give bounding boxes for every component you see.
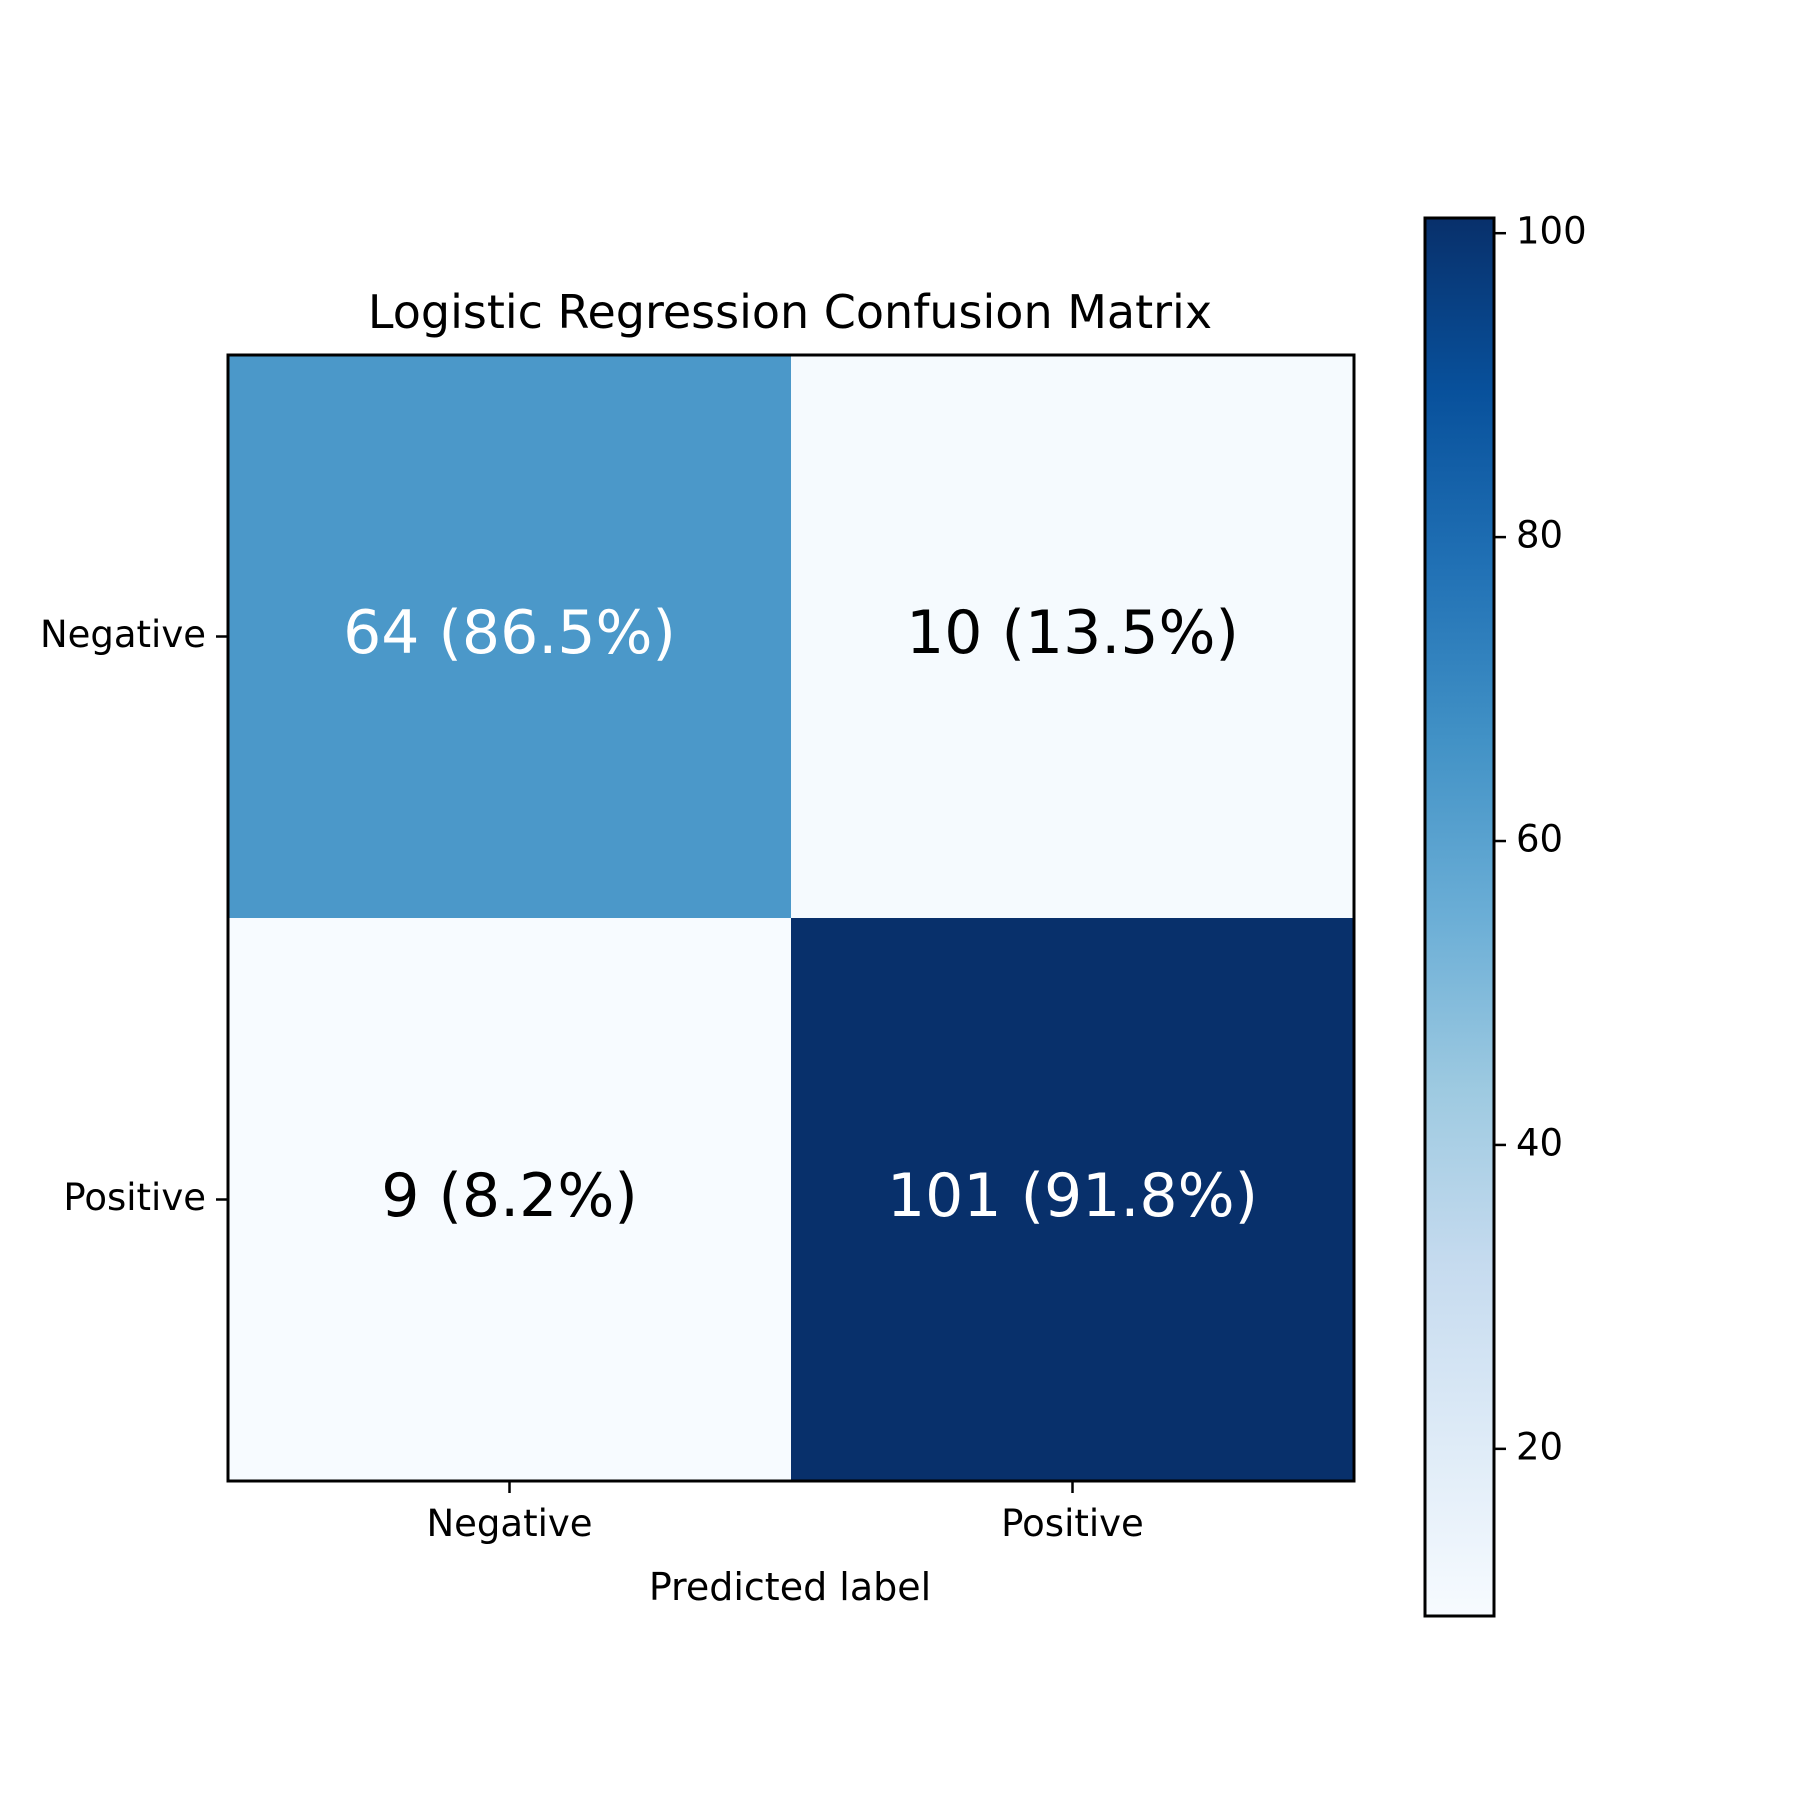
matrix-cell-r0-c0 (228, 355, 792, 919)
cell-label-r0-c1: 10 (13.5%) (906, 598, 1239, 668)
x-axis-ticks: Negative Positive (426, 1481, 1144, 1545)
matrix-cell-labels: 64 (86.5%) 10 (13.5%) 9 (8.2%) 101 (91.8%) (343, 598, 1258, 1231)
y-tick-label: Positive (63, 1176, 206, 1219)
x-axis-label: Predicted label (649, 1565, 931, 1609)
colorbar-tick-label: 40 (1516, 1121, 1563, 1164)
matrix-cell-r1-c0 (228, 918, 792, 1482)
colorbar-gradient (1423, 216, 1496, 1618)
y-tick-label: Negative (40, 613, 206, 656)
chart-title: Logistic Regression Confusion Matrix (368, 285, 1212, 339)
matrix-cells (228, 355, 1355, 1482)
colorbar: 20 40 60 80 100 (1423, 210, 1587, 1618)
colorbar-tick-label: 20 (1516, 1425, 1563, 1468)
cell-label-r1-c1: 101 (91.8%) (887, 1161, 1258, 1231)
colorbar-tick-label: 100 (1516, 210, 1587, 253)
matrix-cell-r1-c1 (791, 918, 1355, 1482)
x-tick-label: Negative (426, 1502, 592, 1545)
y-axis-ticks: Negative Positive (40, 613, 228, 1219)
cell-label-r1-c0: 9 (8.2%) (381, 1161, 638, 1231)
cell-label-r0-c0: 64 (86.5%) (343, 598, 676, 668)
x-tick-label: Positive (1001, 1502, 1144, 1545)
colorbar-tick-label: 60 (1516, 818, 1563, 861)
plot-frame (226, 353, 1356, 1483)
colorbar-ticks: 20 40 60 80 100 (1494, 210, 1587, 1468)
colorbar-tick-label: 80 (1516, 514, 1563, 557)
matrix-cell-r0-c1 (791, 355, 1355, 919)
